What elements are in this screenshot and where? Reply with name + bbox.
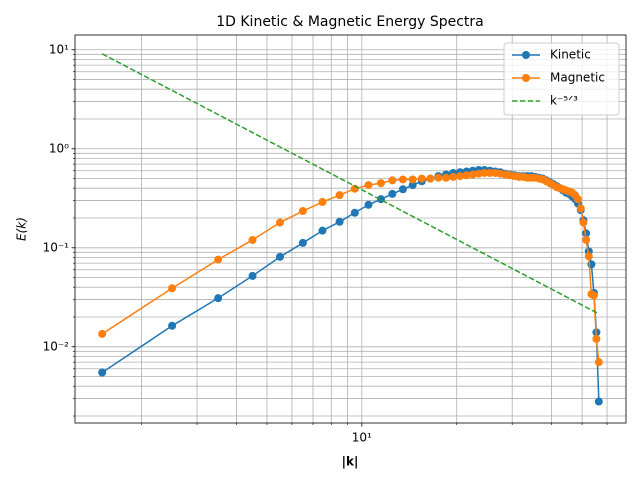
data-point <box>98 329 107 338</box>
data-point <box>248 271 257 280</box>
data-point <box>573 195 582 204</box>
data-point <box>582 235 591 244</box>
data-point <box>214 255 223 264</box>
data-point <box>442 173 451 182</box>
data-point <box>248 235 257 244</box>
data-point <box>335 191 344 200</box>
legend-label: k⁻⁵ᐟ³ <box>550 94 578 108</box>
data-point <box>408 175 417 184</box>
data-point <box>584 252 593 261</box>
data-point <box>364 200 373 209</box>
data-point <box>449 172 458 181</box>
data-point <box>318 226 327 235</box>
legend-label: Kinetic <box>550 48 591 62</box>
data-point <box>434 173 443 182</box>
data-point <box>298 207 307 216</box>
data-point <box>398 185 407 194</box>
y-tick-label: 10⁰ <box>49 141 69 155</box>
data-point <box>275 218 284 227</box>
series-line <box>101 53 600 315</box>
legend-marker <box>522 51 530 59</box>
data-point <box>388 176 397 185</box>
legend-label: Magnetic <box>550 71 605 85</box>
y-tick-label: 10¹ <box>49 42 69 56</box>
data-point <box>398 175 407 184</box>
chart-title: 1D Kinetic & Magnetic Energy Spectra <box>216 14 484 30</box>
x-tick-label: 10¹ <box>352 431 372 445</box>
data-point <box>388 189 397 198</box>
legend-box <box>503 42 620 116</box>
x-axis-label: |k| <box>342 455 359 469</box>
data-point <box>594 358 603 367</box>
data-point <box>364 181 373 190</box>
data-point <box>318 198 327 207</box>
data-point <box>462 171 471 180</box>
data-point <box>589 291 598 300</box>
data-point <box>579 218 588 227</box>
data-point <box>275 252 284 261</box>
data-point <box>168 321 177 330</box>
y-tick-label: 10⁻¹ <box>43 240 70 254</box>
legend-marker <box>522 74 530 82</box>
data-point <box>350 208 359 217</box>
data-point <box>98 368 107 377</box>
data-point <box>376 179 385 188</box>
data-point <box>480 168 489 177</box>
data-point <box>426 174 435 183</box>
y-axis-label: E(k) <box>15 217 29 241</box>
plot-frame <box>74 34 627 424</box>
data-point <box>168 284 177 293</box>
data-point <box>456 172 465 181</box>
data-point <box>214 294 223 303</box>
data-point <box>417 174 426 183</box>
data-point <box>576 204 585 213</box>
data-point <box>298 238 307 247</box>
series-line <box>101 172 600 363</box>
data-point <box>594 397 603 406</box>
data-point <box>335 217 344 226</box>
data-point <box>592 334 601 343</box>
data-point <box>468 170 477 179</box>
y-tick-label: 10⁻² <box>43 339 70 353</box>
data-point <box>408 181 417 190</box>
